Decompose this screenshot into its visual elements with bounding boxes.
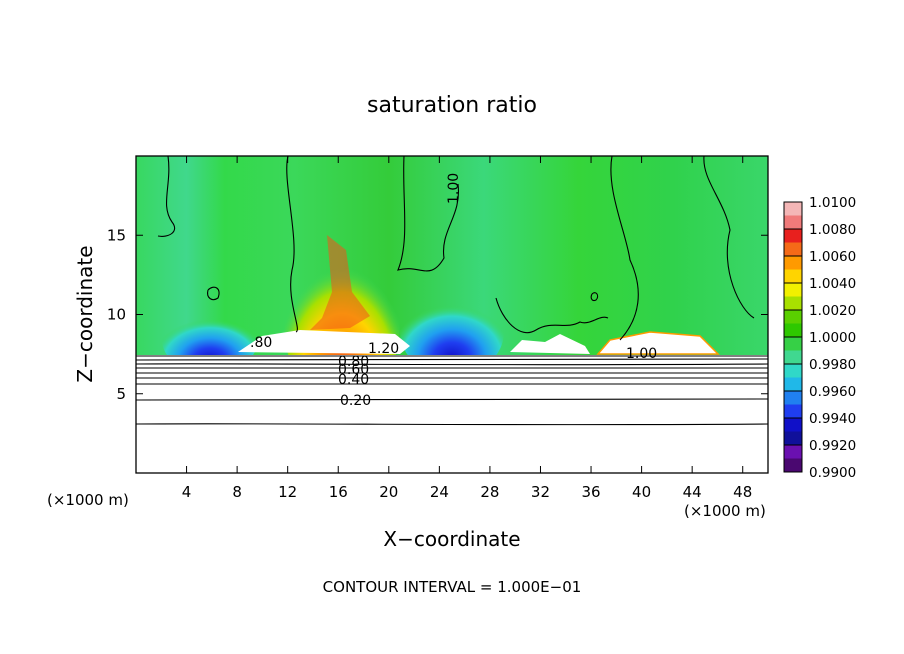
contour-label: 0.20: [340, 393, 371, 409]
contour-line: [136, 363, 768, 366]
colorbar-swatch: [784, 418, 802, 432]
x-tick-label: 40: [632, 483, 651, 501]
colorbar-swatch: [784, 202, 802, 216]
colorbar-label: 1.0080: [809, 222, 856, 238]
contour-label: 1.20: [368, 341, 399, 357]
contour-line: [397, 156, 460, 272]
plume-core: [310, 235, 370, 330]
contour-line: [703, 156, 755, 319]
contour-label: 0.80: [338, 354, 369, 370]
colorbar-label: 1.0100: [809, 195, 856, 211]
cloud-patch-1: [238, 330, 410, 354]
lower-layer: [136, 355, 768, 473]
contour-line: [136, 372, 768, 374]
x-tick-label: 28: [480, 483, 499, 501]
y-tick-label: 15: [107, 226, 126, 244]
y-axis: 5 10 15: [107, 226, 768, 403]
contour-line: [590, 292, 599, 302]
x-tick-label: 32: [531, 483, 550, 501]
contour-label: 1.00: [446, 173, 462, 204]
x-tick-label: 36: [581, 483, 600, 501]
x-tick-label: 12: [278, 483, 297, 501]
cloud-patch-3: [596, 331, 720, 355]
contour-line: [207, 286, 220, 301]
colorbar-label: 0.9900: [809, 465, 856, 481]
colorbar-swatch: [784, 229, 802, 243]
contour-line: [136, 358, 768, 361]
colorbar: 1.0100 1.0080 1.0060 1.0040 1.0020 1.0000 0.99…: [783, 195, 856, 481]
colorbar-swatch: [784, 215, 802, 230]
contour-line: [136, 377, 768, 379]
contour-label: .80: [250, 335, 272, 351]
colorbar-label: 1.0000: [809, 330, 856, 346]
colorbar-swatch: [784, 296, 802, 311]
colorbar-swatch: [784, 458, 802, 473]
cloud-patch-2: [510, 334, 590, 354]
colorbar-label: 1.0020: [809, 303, 856, 319]
contour-lines: [136, 156, 768, 426]
y-tick-label: 5: [116, 385, 126, 403]
x-axis-title: X−coordinate: [383, 527, 520, 551]
x-tick-label: 16: [329, 483, 348, 501]
subsaturated-region-center: [400, 288, 504, 376]
colorbar-swatch: [784, 242, 802, 257]
colorbar-swatch: [784, 337, 802, 351]
x-tick-label: 20: [379, 483, 398, 501]
contour-line: [157, 156, 176, 237]
x-unit-label-left: (×1000 m): [47, 491, 129, 509]
plot-area: [136, 156, 768, 473]
contour-line: [610, 156, 639, 341]
colorbar-swatch: [784, 283, 802, 297]
colorbar-label: 0.9920: [809, 438, 856, 454]
contour-label: 0.60: [338, 362, 369, 378]
contour-line: [136, 423, 768, 426]
x-tick-label: 4: [182, 483, 192, 501]
colorbar-swatch: [784, 350, 802, 365]
colorbar-swatch: [784, 377, 802, 392]
colorbar-swatch: [784, 310, 802, 324]
colorbar-swatch: [784, 445, 802, 459]
y-axis-title: Z−coordinate: [73, 245, 97, 382]
x-axis: 4 8 12 16 20 24 28 32 36 40 44 48: [182, 156, 752, 501]
x-tick-label: 44: [683, 483, 702, 501]
contour-line: [286, 156, 298, 333]
contour-interval-note: CONTOUR INTERVAL = 1.000E−01: [323, 578, 582, 596]
contour-label: 0.40: [338, 372, 369, 388]
colorbar-swatch: [784, 323, 802, 338]
contour-line: [136, 398, 768, 401]
colorbar-label: 1.0060: [809, 249, 856, 265]
y-tick-label: 10: [107, 306, 126, 324]
x-tick-label: 48: [733, 483, 752, 501]
x-unit-label-right: (×1000 m): [684, 502, 766, 520]
x-tick-label: 24: [430, 483, 449, 501]
colorbar-swatch: [784, 404, 802, 419]
colorbar-swatch: [784, 256, 802, 270]
colorbar-swatch: [784, 391, 802, 405]
x-tick-label: 8: [232, 483, 242, 501]
chart-title: saturation ratio: [367, 93, 537, 118]
colorbar-label: 0.9940: [809, 411, 856, 427]
contour-label: 1.00: [626, 346, 657, 362]
colorbar-swatch: [784, 431, 802, 446]
contour-line: [495, 297, 609, 334]
colorbar-label: 1.0040: [809, 276, 856, 292]
colorbar-swatch: [784, 269, 802, 284]
colorbar-label: 0.9960: [809, 384, 856, 400]
colorbar-label: 0.9980: [809, 357, 856, 373]
contour-line: [136, 367, 768, 369]
colorbar-swatch: [784, 364, 802, 378]
